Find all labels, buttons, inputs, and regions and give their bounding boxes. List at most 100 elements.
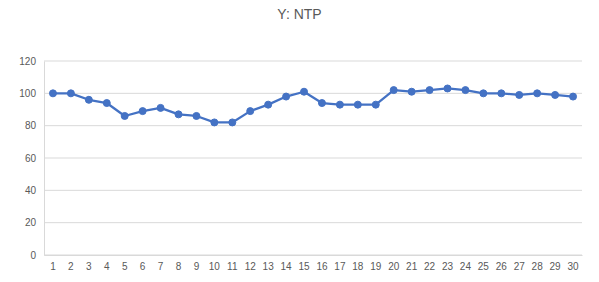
- grid-line: [44, 255, 582, 256]
- x-tick: 20: [388, 255, 400, 272]
- marker: [318, 100, 325, 107]
- marker: [552, 91, 559, 98]
- plot-area: [49, 85, 576, 126]
- x-tick-label: 7: [158, 261, 164, 272]
- y-tick-label: 0: [30, 250, 36, 261]
- marker: [247, 108, 254, 115]
- x-tick-label: 20: [388, 261, 400, 272]
- x-axis-line: [45, 255, 583, 256]
- x-tick: 22: [424, 255, 436, 272]
- marker: [193, 112, 200, 119]
- marker: [139, 108, 146, 115]
- x-tick: 3: [86, 255, 92, 272]
- y-axis-line: [44, 62, 45, 256]
- x-tick-label: 26: [496, 261, 508, 272]
- marker: [444, 85, 451, 92]
- x-tick: 8: [176, 255, 182, 272]
- grid-line: [44, 125, 582, 126]
- x-tick: 18: [352, 255, 364, 272]
- marker: [103, 100, 110, 107]
- x-tick-label: 16: [316, 261, 328, 272]
- marker: [498, 90, 505, 97]
- y-tick-label: 60: [25, 153, 37, 164]
- marker: [301, 88, 308, 95]
- marker: [408, 88, 415, 95]
- marker: [283, 93, 290, 100]
- x-tick-label: 23: [442, 261, 454, 272]
- marker: [121, 112, 128, 119]
- x-tick-label: 10: [209, 261, 221, 272]
- x-tick: 29: [550, 255, 562, 272]
- marker: [85, 96, 92, 103]
- x-tick-label: 15: [298, 261, 310, 272]
- x-tick: 4: [104, 255, 110, 272]
- title: Y: NTP: [277, 6, 321, 22]
- x-tick-label: 22: [424, 261, 436, 272]
- y-tick: 60: [25, 153, 44, 164]
- marker: [480, 90, 487, 97]
- x-tick: 30: [567, 255, 579, 272]
- grid-line: [44, 158, 582, 159]
- x-tick: 9: [194, 255, 200, 272]
- x-tick-label: 19: [370, 261, 382, 272]
- x-tick-label: 29: [550, 261, 562, 272]
- grid-line: [44, 190, 582, 191]
- grid-line: [44, 222, 582, 223]
- y-tick-label: 40: [25, 185, 37, 196]
- x-tick-label: 3: [86, 261, 92, 272]
- y-tick-label: 100: [19, 88, 36, 99]
- marker: [534, 90, 541, 97]
- x-tick: 5: [122, 255, 128, 272]
- marker: [157, 104, 164, 111]
- x-tick-label: 14: [281, 261, 293, 272]
- x-tick-label: 28: [532, 261, 544, 272]
- y-tick: 20: [25, 217, 44, 228]
- x-tick-label: 27: [514, 261, 526, 272]
- line: [53, 88, 573, 122]
- x-tick-label: 2: [68, 261, 74, 272]
- marker: [570, 93, 577, 100]
- x-tick-label: 4: [104, 261, 110, 272]
- grid-line: [44, 61, 582, 62]
- y-tick: 100: [19, 88, 44, 99]
- y-tick-label: 20: [25, 217, 37, 228]
- x-tick: 24: [460, 255, 472, 272]
- x-tick: 10: [209, 255, 221, 272]
- x-tick: 7: [158, 255, 164, 272]
- marker: [390, 87, 397, 94]
- x-tick-label: 8: [176, 261, 182, 272]
- marker: [336, 101, 343, 108]
- x-tick-label: 12: [245, 261, 257, 272]
- x-tick: 27: [514, 255, 526, 272]
- y-tick: 80: [25, 120, 44, 131]
- x-tick: 2: [68, 255, 74, 272]
- marker: [462, 87, 469, 94]
- grid: [44, 61, 582, 255]
- x-tick-label: 25: [478, 261, 490, 272]
- x-tick: 28: [532, 255, 544, 272]
- x-tick-label: 18: [352, 261, 364, 272]
- x-tick: 23: [442, 255, 454, 272]
- x-tick: 14: [281, 255, 293, 272]
- y-tick-label: 80: [25, 120, 37, 131]
- x-tick-label: 9: [194, 261, 200, 272]
- marker: [211, 119, 218, 126]
- x-tick-label: 5: [122, 261, 128, 272]
- y-tick: 0: [30, 250, 44, 261]
- x-tick: 13: [263, 255, 275, 272]
- x-tick-label: 13: [263, 261, 275, 272]
- marker: [265, 101, 272, 108]
- x-tick-label: 1: [50, 261, 56, 272]
- x-tick: 21: [406, 255, 418, 272]
- x-tick: 19: [370, 255, 382, 272]
- y-tick: 120: [19, 56, 44, 67]
- x-tick-label: 11: [227, 261, 238, 272]
- marker: [229, 119, 236, 126]
- x-tick: 12: [245, 255, 257, 272]
- x-tick: 6: [140, 255, 146, 272]
- y-tick-label: 120: [19, 56, 36, 67]
- x-tick: 16: [316, 255, 328, 272]
- x-tick: 26: [496, 255, 508, 272]
- marker: [372, 101, 379, 108]
- marker: [426, 87, 433, 94]
